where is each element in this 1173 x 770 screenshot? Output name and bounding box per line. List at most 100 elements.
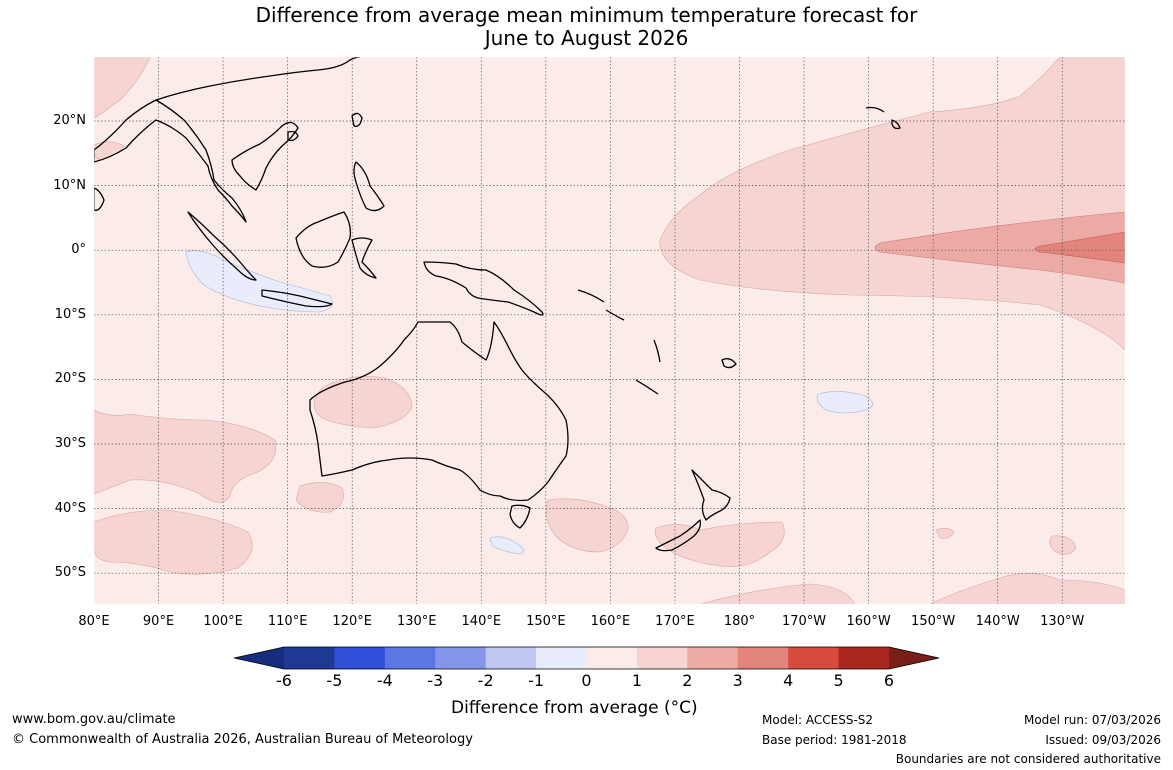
colorbar-tick-label: 1 [631, 671, 642, 690]
solomon-islands [577, 289, 625, 321]
anomaly-neg-pacific [816, 391, 874, 414]
new-guinea [423, 261, 544, 316]
latitude-label: 20°N [53, 113, 86, 128]
longitude-label: 150°W [911, 614, 956, 629]
colorbar-segment [636, 647, 688, 669]
china-coast [155, 57, 361, 101]
map-area [94, 57, 1125, 604]
anomaly-1-2-pacific [659, 57, 1125, 351]
longitude-label: 160°E [590, 614, 631, 629]
longitude-label: 90°E [142, 614, 175, 629]
map-frame [93, 56, 1126, 605]
base-period: Base period: 1981-2018 [762, 733, 907, 747]
anomaly-1-2-asia [94, 57, 151, 119]
taiwan [351, 112, 363, 127]
colorbar-low-extend [234, 647, 284, 669]
latitude-label: 20°S [54, 371, 86, 387]
anomaly-1-2-nz-south [655, 521, 785, 567]
longitude-label: 150°E [526, 614, 566, 629]
anomaly-1-2-south-indian [94, 409, 277, 503]
colorbar-tick-label: 2 [682, 671, 693, 690]
longitude-label: 140°E [461, 614, 502, 629]
new-caledonia [635, 379, 659, 395]
colorbar-segment [737, 647, 789, 669]
colorbar-segment [788, 647, 840, 669]
sumatra [187, 211, 257, 281]
title-line-2: June to August 2026 [484, 26, 689, 50]
longitude-label: 120°E [332, 614, 372, 629]
latitude-label: 10°S [54, 306, 86, 322]
colorbar-segment [435, 647, 487, 669]
model-run: Model run: 07/03/2026 [1023, 713, 1161, 727]
colorbar-segment [536, 647, 587, 669]
longitude-label: 110°E [267, 614, 308, 629]
hawaii [865, 106, 901, 130]
indochina [231, 121, 299, 191]
anomaly-1-2-western-australia [313, 376, 413, 429]
anomaly-1-2-tasman [545, 498, 629, 553]
colorbar-tick-label: -6 [276, 671, 292, 690]
issued-date: Issued: 09/03/2026 [1045, 733, 1161, 747]
latitude-label: 30°S [54, 436, 86, 451]
colorbar [233, 646, 940, 670]
tasmania [509, 504, 531, 529]
sri-lanka [94, 187, 105, 211]
java [261, 289, 333, 308]
longitude-label: 180° [723, 614, 756, 629]
coastlines [94, 57, 901, 552]
anomaly-3-4-equatorial [1034, 231, 1125, 264]
colorbar-tick-label: -5 [326, 671, 343, 690]
colorbar-segment [838, 647, 890, 669]
colorbar-tick-label: -2 [477, 671, 494, 690]
gridlines [94, 57, 1125, 604]
philippines [353, 161, 385, 212]
colorbar-tick-label: 6 [883, 671, 895, 690]
colorbar-segment [586, 647, 638, 669]
longitude-label: 130°E [396, 614, 437, 629]
hainan [287, 130, 299, 142]
longitude-label: 140°W [975, 614, 1020, 629]
latitude-label: 10°N [53, 177, 86, 193]
colorbar-segment [687, 647, 739, 669]
longitude-label: 80°E [78, 614, 110, 629]
anomaly-1-2-south-indian-2 [94, 509, 253, 575]
borneo [295, 211, 352, 268]
australia-coast [309, 321, 569, 502]
copyright: © Commonwealth of Australia 2026, Austra… [12, 732, 473, 747]
colorbar-high-extend [889, 647, 939, 669]
anomaly-1-2-south-east-pacific [929, 573, 1125, 604]
colorbar-tick-label: 0 [581, 671, 592, 690]
colorbar-segment [485, 647, 537, 669]
colorbar-tick-label: -3 [427, 671, 444, 690]
vanuatu [653, 339, 661, 363]
colorbar-label: Difference from average (°C) [451, 698, 698, 718]
anomaly-1-2-small-1 [1049, 535, 1077, 555]
fiji [721, 358, 737, 369]
colorbar-tick-label: 3 [732, 671, 743, 690]
new-zealand-north [691, 469, 731, 521]
latitude-label: 0° [71, 242, 86, 258]
colorbar-tick-label: 4 [783, 671, 794, 690]
sulawesi [351, 237, 377, 279]
colorbar-tick-label: -4 [376, 671, 393, 690]
longitude-label: 100°E [203, 614, 243, 629]
map-title: Difference from average mean minimum tem… [0, 4, 1173, 50]
anomaly-1-2-great-australian-bight [295, 482, 344, 513]
colorbar-segment [334, 647, 386, 669]
colorbar-segment [384, 647, 436, 669]
latitude-label: 50°S [54, 565, 86, 581]
colorbar-tick-label: 5 [833, 671, 844, 690]
longitude-label: 130°W [1040, 614, 1085, 629]
website-link[interactable]: www.bom.gov.au/climate [12, 712, 176, 727]
longitude-label: 160°W [846, 614, 891, 629]
longitude-label: 170°E [655, 614, 695, 629]
colorbar-outline [233, 646, 940, 670]
model-name: Model: ACCESS-S2 [762, 713, 874, 727]
title-line-1: Difference from average mean minimum tem… [255, 3, 918, 27]
mainland-se-asia [94, 99, 247, 223]
anomaly-1-2-small-2 [935, 528, 955, 539]
anomaly-1-2-south-pacific [699, 583, 856, 604]
anomaly-neg-indonesia [185, 250, 333, 313]
colorbar-tick-label: -1 [528, 671, 545, 690]
